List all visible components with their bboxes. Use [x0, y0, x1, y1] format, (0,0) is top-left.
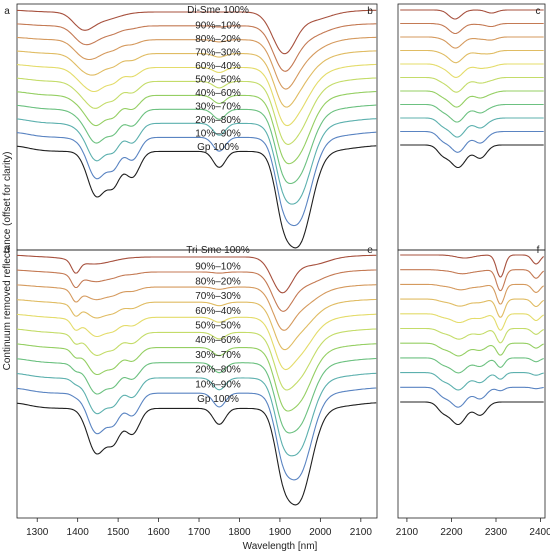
spectrum-left-di-7	[16, 104, 377, 185]
panel-c-frame	[397, 3, 546, 251]
series-label: 20%–80%	[195, 115, 241, 126]
x-axis-label: Wavelength [nm]	[243, 541, 318, 552]
panel-letter: e	[367, 245, 373, 256]
series-label: 30%–70%	[195, 102, 241, 113]
x-axis-ticks: 1300 1400 1500 1600 1700 1800 1900 2000 2100 2100…	[26, 518, 550, 538]
series-label: 40%–60%	[195, 88, 241, 99]
spectrum-right-di-7	[400, 103, 544, 123]
spectrum-left-di-6	[16, 91, 377, 165]
spectra-curves	[16, 9, 545, 506]
x-tick-label: 2100	[350, 527, 373, 538]
series-label: 30%–70%	[195, 350, 241, 361]
spectrum-left-tri-4	[16, 313, 377, 371]
panel-letters: a b c d e f	[4, 6, 540, 256]
x-tick-label: 2100	[396, 527, 419, 538]
x-tick-label: 1600	[147, 527, 170, 538]
spectrum-left-tri-7	[16, 357, 377, 434]
series-label: 20%–80%	[195, 365, 241, 376]
series-label: 90%–10%	[195, 21, 241, 32]
series-label: 10%–90%	[195, 129, 241, 140]
x-tick-label: 2000	[309, 527, 332, 538]
spectrum-right-tri-6	[400, 342, 544, 357]
spectrum-left-tri-8	[16, 372, 377, 457]
x-tick-label: 2400	[529, 527, 550, 538]
spectrum-left-di-8	[16, 118, 377, 205]
series-label: 70%–30%	[195, 291, 241, 302]
x-tick-label: 2200	[440, 527, 463, 538]
spectrum-left-tri-0	[17, 254, 377, 294]
spectrum-right-tri-7	[400, 357, 544, 374]
series-label: 80%–20%	[195, 276, 241, 287]
spectrum-right-tri-2	[400, 283, 545, 305]
spectrum-left-di-5	[16, 77, 377, 145]
spectrum-right-tri-5	[400, 327, 544, 344]
spectrum-right-tri-0	[400, 254, 545, 278]
y-axis-label: Continuum removed reflectance (offset fo…	[2, 152, 13, 371]
spectrum-right-di-6	[400, 90, 544, 108]
spectrum-left-tri-2	[16, 284, 377, 331]
spectrum-left-tri-9	[16, 387, 377, 481]
spectrum-left-tri-1	[16, 269, 377, 312]
series-label: 10%–90%	[195, 379, 241, 390]
spectrum-right-di-10	[400, 144, 544, 169]
x-tick-label: 1800	[228, 527, 251, 538]
spectrum-right-tri-4	[400, 313, 545, 331]
x-tick-label: 1500	[107, 527, 130, 538]
spectrum-left-tri-6	[16, 343, 377, 412]
spectrum-right-di-5	[400, 76, 544, 93]
panel-letter: f	[537, 245, 540, 256]
spectrum-right-di-4	[400, 63, 544, 78]
spectrum-right-di-1	[400, 22, 544, 35]
panel-de-frame	[16, 249, 378, 519]
spectrum-left-di-3	[16, 50, 377, 108]
spectrum-left-di-10	[16, 145, 377, 249]
series-labels: Di-Sme 100% 90%–10% 80%–20% 70%–30% 60%–40% 5…	[186, 5, 250, 405]
series-label: 40%–60%	[195, 335, 241, 346]
spectrum-right-di-0	[400, 9, 544, 20]
spectrum-right-di-2	[400, 36, 544, 49]
series-label: 60%–40%	[195, 61, 241, 72]
spectrum-right-di-3	[400, 49, 544, 64]
plot-frames	[16, 3, 546, 519]
spectrum-right-di-9	[400, 130, 544, 153]
series-label: 80%–20%	[195, 34, 241, 45]
spectrum-left-di-1	[16, 23, 377, 72]
x-tick-label: 1700	[188, 527, 211, 538]
spectrum-left-di-4	[16, 63, 377, 127]
spectrum-right-tri-1	[400, 269, 545, 292]
series-label: Di-Sme 100%	[187, 5, 249, 16]
spectrum-left-di-9	[16, 131, 377, 227]
series-label: Gp 100%	[197, 142, 239, 153]
spectrum-right-tri-3	[400, 298, 545, 318]
panel-letter: b	[367, 6, 373, 17]
x-tick-label: 1400	[67, 527, 90, 538]
series-label: Tri-Sme 100%	[186, 245, 250, 256]
spectrum-left-tri-10	[16, 402, 377, 506]
spectrum-right-di-8	[400, 117, 544, 138]
spectrum-right-tri-10	[400, 401, 544, 426]
spectrum-right-tri-8	[400, 372, 544, 391]
panel-letter: a	[4, 6, 10, 17]
series-label: 70%–30%	[195, 48, 241, 59]
series-label: 50%–50%	[195, 75, 241, 86]
panel-letter: d	[4, 245, 10, 256]
spectrum-right-tri-9	[400, 386, 544, 408]
panel-letter: c	[536, 6, 541, 17]
series-label: 90%–10%	[195, 262, 241, 273]
panel-f-frame	[397, 249, 546, 519]
series-label: 60%–40%	[195, 306, 241, 317]
series-label: Gp 100%	[197, 394, 239, 405]
spectrum-left-tri-5	[16, 328, 377, 391]
x-tick-label: 2300	[485, 527, 508, 538]
spectrum-left-di-0	[17, 9, 377, 55]
x-tick-label: 1300	[26, 527, 49, 538]
x-tick-label: 1900	[269, 527, 292, 538]
spectrum-left-di-2	[16, 36, 377, 90]
spectrum-left-tri-3	[16, 298, 377, 351]
series-label: 50%–50%	[195, 321, 241, 332]
